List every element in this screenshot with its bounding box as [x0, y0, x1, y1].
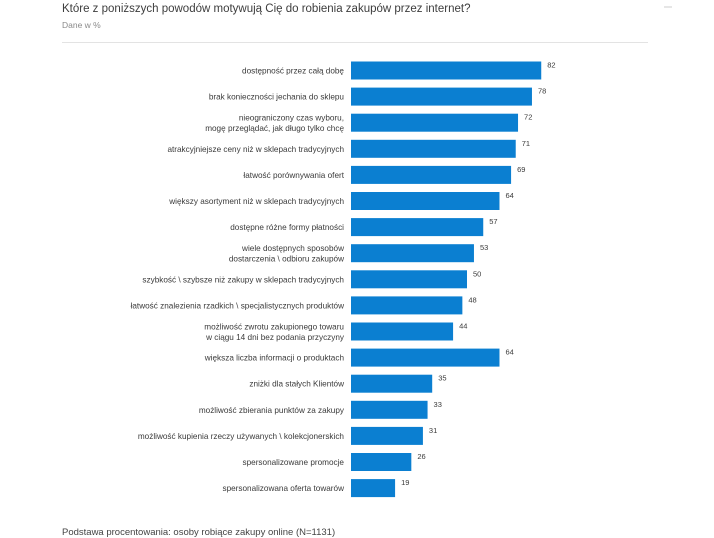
bar-row: łatwość porównywania ofert 69 [243, 165, 525, 184]
header-divider [62, 42, 648, 43]
bar-row: możliwość zwrotu zakupionego towaru w cią… [204, 322, 467, 342]
category-label: szybkość \ szybsze niż zakupy w sklepach… [142, 275, 344, 284]
value-label: 78 [538, 87, 546, 96]
bar-row: szybkość \ szybsze niż zakupy w sklepach… [142, 269, 481, 289]
chart-subtitle: Dane w % [62, 20, 101, 30]
bar-row: spersonalizowane promocje 26 [243, 452, 426, 471]
category-label: atrakcyjniejsze ceny niż w sklepach trad… [167, 145, 344, 154]
bar-row: większy asortyment niż w sklepach tradyc… [168, 191, 514, 210]
category-label: większa liczba informacji o produktach [204, 354, 345, 363]
bar [351, 426, 423, 445]
category-label: dostępność przez całą dobę [242, 67, 344, 76]
bar [351, 348, 500, 367]
category-label: wiele dostępnych sposobów dostarczenia \ … [229, 244, 344, 264]
bar [351, 218, 484, 237]
bar [351, 296, 463, 315]
bar-row: zniżki dla stałych Klientów 35 [249, 374, 447, 393]
bar [351, 453, 412, 471]
bar [351, 400, 428, 419]
value-label: 33 [434, 400, 442, 409]
value-label: 48 [468, 295, 476, 304]
value-label: 71 [522, 139, 530, 148]
category-label: możliwość zwrotu zakupionego towaru w cią… [204, 322, 345, 342]
corner-mark [664, 6, 672, 8]
bar-row: dostępne różne formy płatności 57 [230, 217, 498, 237]
bar-row: spersonalizowana oferta towarów 19 [222, 478, 409, 498]
bar [351, 244, 474, 263]
category-label: łatwość porównywania ofert [243, 171, 344, 180]
value-label: 44 [459, 322, 467, 331]
bar [351, 192, 500, 210]
footnote: Podstawa procentowania: osoby robiące za… [62, 527, 336, 538]
category-label: zniżki dla stałych Klientów [249, 380, 344, 389]
bar-row: brak konieczności jechania do sklepu 78 [209, 87, 546, 106]
bar-row: nieograniczony czas wyboru, mogę przegląd… [205, 113, 532, 133]
category-label: spersonalizowane promocje [243, 458, 345, 467]
value-label: 57 [489, 217, 497, 226]
value-label: 69 [517, 165, 525, 174]
bar-row: atrakcyjniejsze ceny niż w sklepach trad… [167, 139, 530, 158]
bar [351, 270, 467, 289]
bar [351, 165, 512, 184]
bar [351, 322, 454, 341]
bar [351, 61, 542, 80]
value-label: 64 [505, 191, 513, 200]
value-label: 72 [524, 113, 532, 122]
category-label: nieograniczony czas wyboru, mogę przegląd… [205, 113, 344, 133]
bar [351, 374, 433, 393]
bar-row: wiele dostępnych sposobów dostarczenia \ … [229, 243, 488, 263]
bar-row: łatwość znalezienia rzadkich \ specjalis… [131, 295, 477, 315]
chart-title: Które z poniższych powodów motywują Cię … [62, 3, 471, 15]
bar-row: większa liczba informacji o produktach 64 [204, 348, 514, 367]
category-label: większy asortyment niż w sklepach tradyc… [168, 197, 344, 206]
category-label: brak konieczności jechania do sklepu [209, 93, 345, 102]
value-label: 31 [429, 426, 437, 435]
bar-row: dostępność przez całą dobę 82 [242, 61, 556, 80]
value-label: 82 [547, 61, 555, 70]
bar-row: możliwość kupienia rzeczy używanych \ ko… [138, 426, 437, 445]
bar [351, 87, 532, 106]
value-label: 19 [401, 478, 409, 487]
value-label: 53 [480, 243, 488, 252]
value-label: 26 [417, 452, 425, 461]
category-label: łatwość znalezienia rzadkich \ specjalis… [131, 301, 345, 310]
bar [351, 479, 396, 498]
category-label: dostępne różne formy płatności [230, 223, 344, 232]
category-label: możliwość kupienia rzeczy używanych \ ko… [138, 432, 345, 441]
category-label: spersonalizowana oferta towarów [222, 484, 344, 493]
bar [351, 113, 519, 132]
value-label: 50 [473, 269, 481, 278]
value-label: 64 [505, 348, 513, 357]
category-label: możliwość zbierania punktów za zakupy [199, 406, 345, 415]
bar [351, 139, 516, 158]
value-label: 35 [438, 374, 446, 383]
bar-row: możliwość zbierania punktów za zakupy 33 [199, 400, 442, 419]
